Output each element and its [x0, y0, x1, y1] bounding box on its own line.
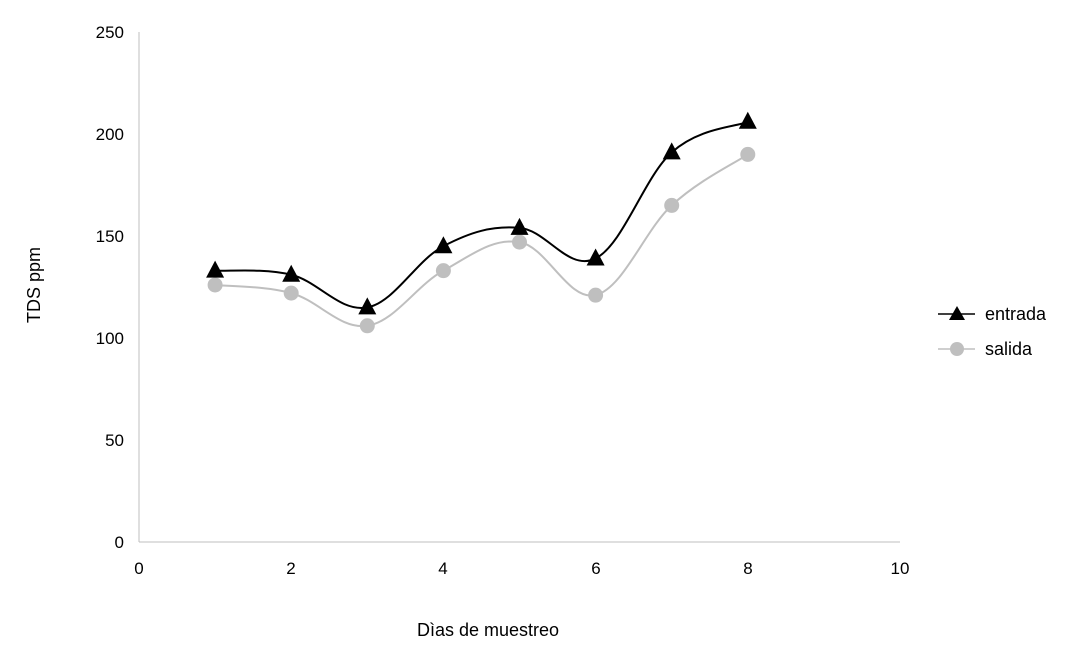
data-point-salida	[588, 287, 604, 303]
series-line-entrada	[215, 120, 749, 309]
data-point-entrada	[206, 260, 225, 278]
data-point-salida	[740, 146, 756, 162]
data-point-entrada	[738, 111, 757, 129]
data-point-salida	[512, 234, 527, 250]
legend-item-salida: salida	[938, 339, 1033, 359]
y-tick-label: 50	[105, 431, 124, 450]
data-point-salida	[435, 263, 451, 279]
x-tick-label: 8	[743, 559, 752, 578]
series-layer	[206, 111, 757, 334]
legend-label-salida: salida	[985, 339, 1033, 359]
x-tick-label: 0	[134, 559, 143, 578]
data-point-entrada	[358, 297, 377, 315]
legend-circle-icon	[950, 342, 964, 356]
data-point-salida	[283, 285, 299, 301]
legend-label-entrada: entrada	[985, 304, 1047, 324]
data-point-entrada	[282, 264, 301, 282]
data-point-entrada	[434, 236, 453, 254]
legend-item-entrada: entrada	[938, 304, 1047, 324]
legend: entrada salida	[938, 304, 1047, 359]
x-tick-labels: 0 2 4 6 8 10	[134, 559, 909, 578]
x-axis-title: Dìas de muestreo	[417, 620, 559, 640]
y-tick-label: 200	[96, 125, 124, 144]
data-point-salida	[664, 197, 680, 213]
y-tick-labels: 0 50 100 150 200 250	[96, 23, 124, 552]
y-axis-title: TDS ppm	[24, 247, 44, 323]
legend-triangle-icon	[949, 306, 965, 320]
series-line-salida	[214, 153, 749, 328]
y-tick-label: 150	[96, 227, 124, 246]
y-tick-label: 0	[115, 533, 124, 552]
x-tick-label: 6	[591, 559, 600, 578]
y-tick-label: 250	[96, 23, 124, 42]
series-entrada	[206, 111, 757, 315]
series-salida	[207, 146, 756, 334]
data-point-entrada	[510, 217, 529, 235]
data-point-salida	[359, 318, 375, 334]
axes	[138, 32, 900, 543]
data-point-entrada	[586, 248, 605, 266]
x-tick-label: 2	[286, 559, 295, 578]
data-point-entrada	[662, 142, 681, 160]
x-tick-label: 10	[891, 559, 910, 578]
data-point-salida	[207, 277, 223, 293]
y-tick-label: 100	[96, 329, 124, 348]
x-tick-label: 4	[438, 559, 447, 578]
